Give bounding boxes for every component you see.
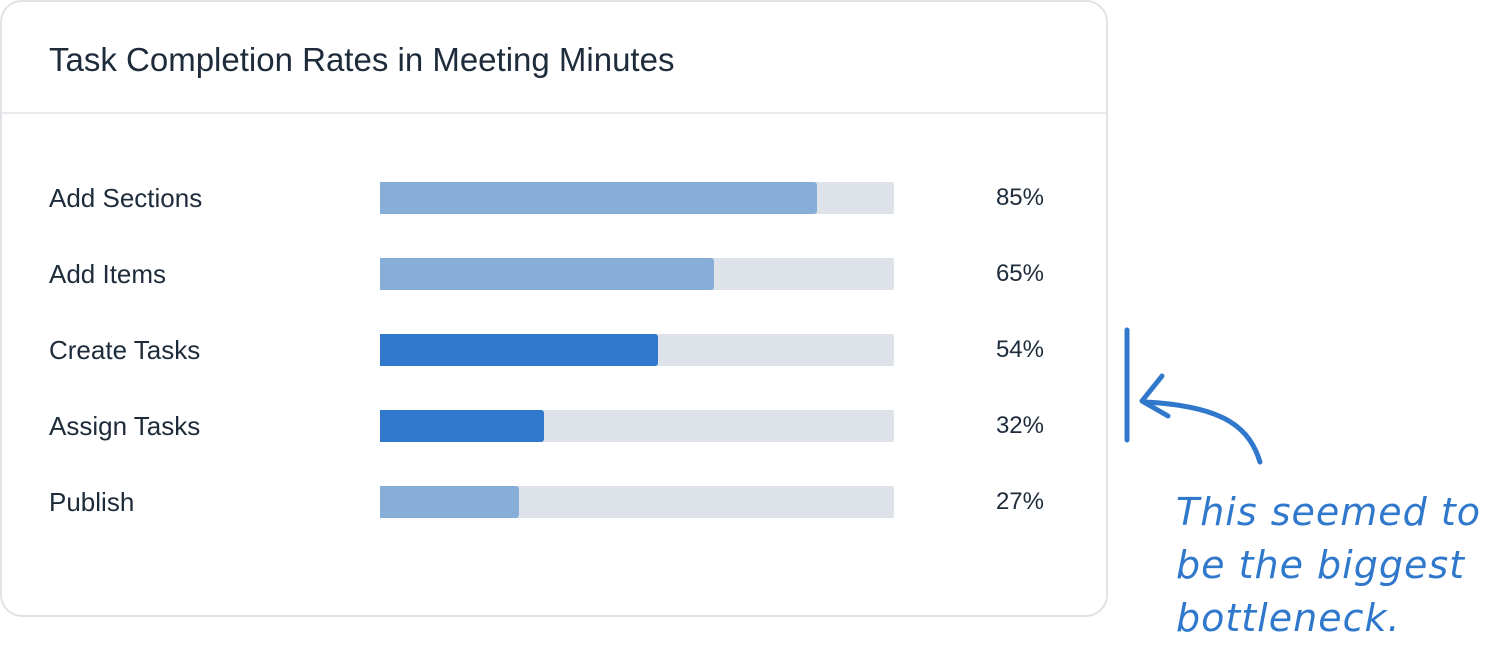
bar-rows: Add Sections 85% Add Items 65% Create Tasks 5… xyxy=(2,2,1106,615)
category-label: Add Items xyxy=(49,259,167,289)
bar-row: Add Sections 85% xyxy=(2,178,1106,218)
category-label: Create Tasks xyxy=(49,335,201,365)
bar xyxy=(380,486,519,518)
bar xyxy=(380,334,658,366)
value-label: 65% xyxy=(995,260,1044,287)
bar-track xyxy=(380,486,894,518)
bar xyxy=(380,258,714,290)
annotation-arrow-icon xyxy=(1124,327,1263,465)
chart-card: Task Completion Rates in Meeting Minutes… xyxy=(0,0,1108,617)
bar-track xyxy=(380,410,894,442)
chart-title: Task Completion Rates in Meeting Minutes xyxy=(49,41,675,78)
category-label: Publish xyxy=(49,487,135,517)
value-label: 54% xyxy=(995,336,1044,363)
value-label: 85% xyxy=(995,184,1044,211)
bar xyxy=(380,182,817,214)
bar-row: Add Items 65% xyxy=(2,254,1106,294)
annotation-arrow-curve xyxy=(1141,399,1263,465)
bar-row: Publish 27% xyxy=(2,482,1106,522)
bar-track xyxy=(380,258,894,290)
bar-row: Assign Tasks 32% xyxy=(2,406,1106,446)
bar-row: Create Tasks 54% xyxy=(2,330,1106,370)
annotation-arrow-head xyxy=(1139,373,1171,419)
value-label: 32% xyxy=(995,412,1044,439)
bar-track xyxy=(380,334,894,366)
value-label: 27% xyxy=(995,488,1044,515)
annotation-note: This seemed to be the biggest bottleneck… xyxy=(1176,490,1482,640)
category-label: Assign Tasks xyxy=(49,411,201,441)
category-label: Add Sections xyxy=(49,183,203,213)
bar-track xyxy=(380,182,894,214)
card-header: Task Completion Rates in Meeting Minutes xyxy=(2,2,1106,114)
bar xyxy=(380,410,544,442)
